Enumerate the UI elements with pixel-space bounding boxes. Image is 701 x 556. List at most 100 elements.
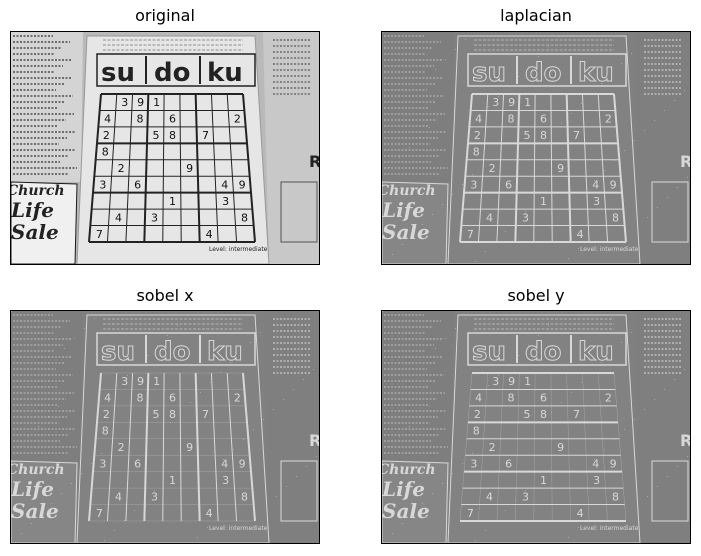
sudoku-digit: 2	[474, 129, 481, 142]
sudoku-digit: 2	[605, 392, 612, 405]
sudoku-digit: 9	[137, 375, 144, 388]
sudoku-digit: 8	[169, 129, 176, 142]
sudoku-digit: 8	[241, 490, 248, 503]
sudoku-digit: 4	[475, 392, 482, 405]
svg-text:Church: Church	[11, 183, 65, 199]
sudoku-digit: 7	[96, 507, 103, 520]
sudoku-digit: 5	[523, 129, 530, 142]
sudoku-digit: 9	[610, 178, 617, 191]
svg-text:Sale: Sale	[382, 220, 430, 244]
sudoku-digit: 9	[557, 162, 564, 175]
sudoku-digit: 2	[605, 113, 612, 126]
svg-text:do: do	[154, 58, 190, 88]
sudoku-digit: 6	[505, 457, 512, 470]
image-panel-laplacian: ChurchLifeSaleRsudoku3914862258782936491…	[381, 31, 691, 265]
sudoku-digit: 4	[104, 392, 111, 405]
sudoku-digit: 9	[239, 178, 246, 191]
sudoku-digit: 3	[121, 96, 128, 109]
svg-text:ku: ku	[578, 337, 614, 367]
sudoku-digit: 7	[96, 228, 103, 241]
sudoku-digit: 3	[99, 178, 106, 191]
svg-text:Sale: Sale	[382, 499, 430, 523]
photo-original: ChurchLifeSaleRsudoku3914862258782936491…	[11, 32, 319, 264]
sudoku-digit: 6	[134, 178, 141, 191]
svg-text:Level: intermediate: Level: intermediate	[580, 525, 639, 532]
sudoku-digit: 4	[577, 507, 584, 520]
sudoku-digit: 6	[505, 178, 512, 191]
sudoku-digit: 8	[169, 408, 176, 421]
sudoku-digit: 4	[475, 113, 482, 126]
sudoku-grid: 3 9 14 8 6 22 5 8 782 93 6 4 91 34 3 87 4	[88, 372, 256, 522]
sudoku-digit: 8	[102, 146, 109, 159]
image-panel-sobel-y: ChurchLifeSaleRsudoku3914862258782936491…	[381, 310, 691, 544]
sudoku-grid: 3 9 14 8 6 22 5 8 782 93 6 4 91 34 3 87 4	[459, 372, 627, 522]
sudoku-digit: 9	[137, 96, 144, 109]
sudoku-digit: 7	[467, 507, 474, 520]
sudoku-digit: 2	[103, 129, 110, 142]
sudoku-digit: 8	[612, 211, 619, 224]
svg-text:do: do	[525, 337, 561, 367]
sudoku-digit: 1	[153, 96, 160, 109]
sudoku-digit: 5	[523, 408, 530, 421]
sudoku-digit: 4	[592, 178, 599, 191]
svg-text:do: do	[154, 337, 190, 367]
sudoku-digit: 7	[573, 408, 580, 421]
svg-text:Life: Life	[11, 477, 54, 501]
sudoku-digit: 1	[153, 375, 160, 388]
sudoku-digit: 7	[573, 129, 580, 142]
image-panel-original: ChurchLifeSaleRsudoku3914862258782936491…	[10, 31, 320, 265]
sudoku-digit: 8	[473, 425, 480, 438]
sudoku-digit: 1	[540, 195, 547, 208]
sudoku-digit: 8	[540, 408, 547, 421]
sudoku-digit: 3	[151, 211, 158, 224]
sudoku-digit: 3	[470, 457, 477, 470]
sudoku-digit: 3	[593, 195, 600, 208]
panel-title-sobel-x: sobel x	[136, 286, 194, 305]
sudoku-digit: 9	[186, 441, 193, 454]
svg-text:R: R	[680, 152, 690, 171]
svg-text:ku: ku	[207, 337, 243, 367]
sudoku-digit: 6	[540, 113, 547, 126]
sudoku-digit: 1	[169, 195, 176, 208]
sudoku-digit: 2	[118, 441, 125, 454]
sudoku-digit: 6	[169, 113, 176, 126]
sudoku-digit: 9	[610, 457, 617, 470]
sudoku-digit: 8	[102, 425, 109, 438]
sudoku-grid: 3 9 14 8 6 22 5 8 782 93 6 4 91 34 3 87 4	[88, 93, 256, 243]
photo-sobely: ChurchLifeSaleRsudoku3914862258782936491…	[382, 311, 690, 543]
sudoku-digit: 3	[470, 178, 477, 191]
sudoku-digit: 8	[540, 129, 547, 142]
sudoku-digit: 3	[222, 474, 229, 487]
sudoku-digit: 1	[524, 96, 531, 109]
sudoku-digit: 4	[221, 178, 228, 191]
svg-text:su: su	[472, 58, 506, 88]
sudoku-digit: 9	[186, 162, 193, 175]
sudoku-digit: 3	[222, 195, 229, 208]
sudoku-digit: 3	[593, 474, 600, 487]
svg-text:R: R	[680, 431, 690, 450]
sudoku-digit: 7	[202, 129, 209, 142]
sudoku-digit: 2	[234, 392, 241, 405]
svg-text:Life: Life	[382, 198, 425, 222]
sudoku-digit: 4	[221, 457, 228, 470]
sudoku-digit: 4	[104, 113, 111, 126]
sudoku-digit: 3	[522, 211, 529, 224]
sudoku-digit: 4	[206, 228, 213, 241]
sudoku-digit: 3	[522, 490, 529, 503]
sudoku-digit: 4	[577, 228, 584, 241]
photo-laplacian: ChurchLifeSaleRsudoku3914862258782936491…	[382, 32, 690, 264]
sudoku-digit: 4	[592, 457, 599, 470]
sudoku-digit: 7	[202, 408, 209, 421]
sudoku-digit: 2	[118, 162, 125, 175]
sudoku-digit: 9	[557, 441, 564, 454]
sudoku-digit: 9	[239, 457, 246, 470]
panel-title-sobel-y: sobel y	[507, 286, 565, 305]
svg-text:Level: intermediate: Level: intermediate	[209, 525, 268, 532]
sudoku-digit: 1	[524, 375, 531, 388]
sudoku-digit: 1	[540, 474, 547, 487]
svg-text:ku: ku	[578, 58, 614, 88]
svg-text:Life: Life	[11, 198, 54, 222]
sudoku-digit: 8	[473, 146, 480, 159]
sudoku-digit: 3	[99, 457, 106, 470]
panel-title-original: original	[135, 6, 195, 25]
